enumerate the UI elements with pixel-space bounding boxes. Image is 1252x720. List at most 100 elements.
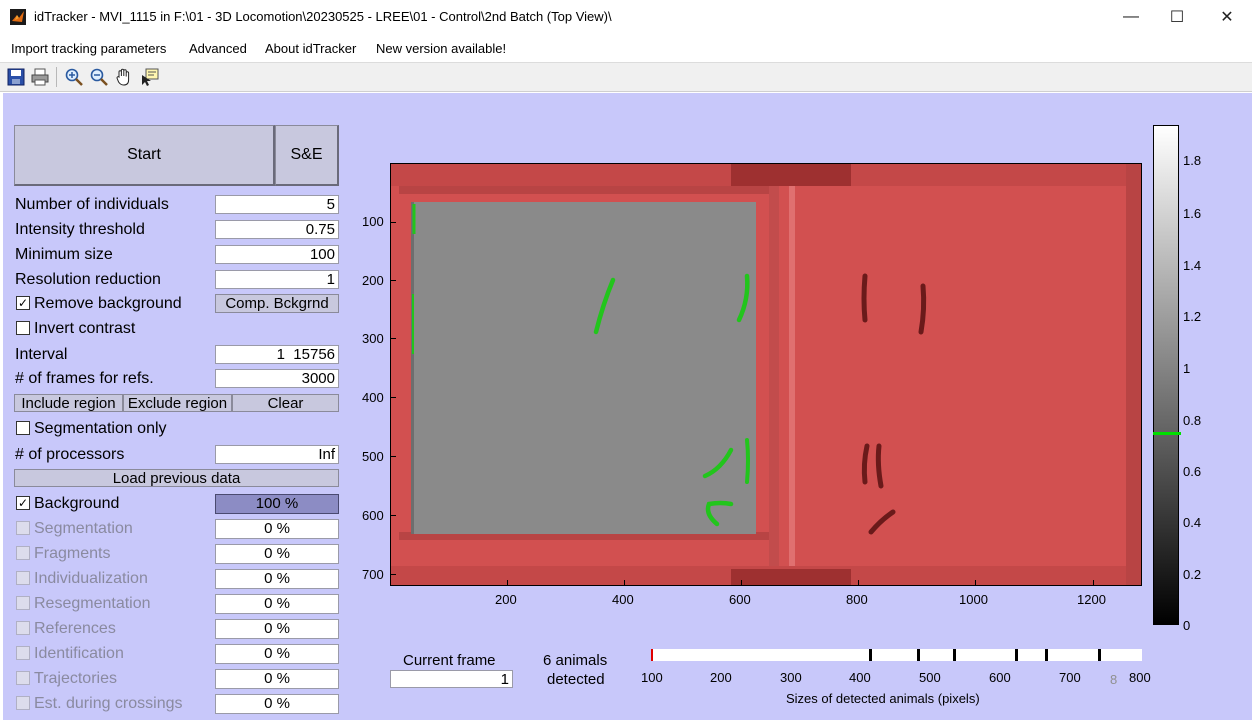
window-title: idTracker - MVI_1115 in F:\01 - 3D Locom…: [34, 9, 612, 24]
video-frame-axes[interactable]: [390, 163, 1142, 586]
histogram-xlabel: Sizes of detected animals (pixels): [786, 691, 980, 706]
x-tick-mark: [624, 580, 625, 585]
x-tick-mark: [858, 580, 859, 585]
colorbar-tick-label: 1.8: [1183, 153, 1202, 168]
number-of-individuals-label: Number of individuals: [15, 196, 169, 213]
x-tick-mark: [1093, 580, 1094, 585]
resolution-reduction-input[interactable]: 1: [215, 270, 339, 289]
resegmentation-progress-label: Resegmentation: [34, 595, 151, 612]
x-tick-label: 600: [729, 592, 751, 607]
background-progress-bar: 100 %: [215, 494, 339, 514]
minimize-button[interactable]: —: [1123, 8, 1139, 25]
menu-advanced[interactable]: Advanced: [189, 41, 247, 56]
menu-import-tracking-parameters[interactable]: Import tracking parameters: [11, 41, 167, 56]
histogram-extra-label: 8: [1110, 672, 1118, 687]
x-tick-mark: [741, 580, 742, 585]
x-tick-label: 1200: [1077, 592, 1106, 607]
colorbar-tick-label: 1.2: [1183, 309, 1202, 324]
individualization-checkbox: [16, 571, 30, 585]
compute-background-button[interactable]: Comp. Bckgrnd: [215, 294, 339, 313]
resegmentation-progress-bar: 0 %: [215, 594, 339, 614]
resegmentation-checkbox: [16, 596, 30, 610]
matlab-icon: [10, 9, 26, 25]
histogram-bar: [953, 649, 956, 661]
print-icon[interactable]: [30, 67, 50, 87]
histogram-bar: [1015, 649, 1018, 661]
colorbar-tick-label: 1.4: [1183, 258, 1202, 273]
minimum-size-label: Minimum size: [15, 246, 113, 263]
title-bar: idTracker - MVI_1115 in F:\01 - 3D Locom…: [0, 0, 1252, 34]
load-previous-data-button[interactable]: Load previous data: [14, 469, 339, 487]
animals-detected-count: 6 animals: [543, 652, 608, 669]
y-tick-mark: [391, 280, 396, 281]
y-tick-mark: [391, 515, 396, 516]
interval-input[interactable]: 1 15756: [215, 345, 339, 364]
references-checkbox: [16, 621, 30, 635]
invert-contrast-label: Invert contrast: [34, 320, 136, 337]
segmentation-checkbox: [16, 521, 30, 535]
identification-checkbox: [16, 646, 30, 660]
y-tick-mark: [391, 338, 396, 339]
histogram-tick-label: 300: [780, 670, 802, 685]
background-checkbox[interactable]: ✓: [16, 496, 30, 510]
y-tick-label: 600: [362, 508, 384, 523]
histogram-tick-label: 400: [849, 670, 871, 685]
colorbar-tick-label: 0.6: [1183, 464, 1202, 479]
segmentation-only-checkbox[interactable]: [16, 421, 30, 435]
processors-input[interactable]: Inf: [215, 445, 339, 464]
size-histogram: [651, 649, 1142, 661]
remove-background-checkbox[interactable]: ✓: [16, 296, 30, 310]
resolution-reduction-label: Resolution reduction: [15, 271, 161, 288]
trajectories-progress-bar: 0 %: [215, 669, 339, 689]
x-tick-mark: [975, 580, 976, 585]
save-icon[interactable]: [6, 67, 26, 87]
fragments-progress-bar: 0 %: [215, 544, 339, 564]
colorbar-tick-label: 0.2: [1183, 567, 1202, 582]
est-during-crossings-checkbox: [16, 696, 30, 710]
trajectories-checkbox: [16, 671, 30, 685]
pan-hand-icon[interactable]: [114, 67, 134, 87]
invert-contrast-checkbox[interactable]: [16, 321, 30, 335]
menu-bar: Import tracking parameters Advanced Abou…: [0, 36, 1252, 62]
animals-detected-label: detected: [547, 671, 605, 688]
histogram-tick-label: 700: [1059, 670, 1081, 685]
individualization-progress-bar: 0 %: [215, 569, 339, 589]
histogram-bar: [917, 649, 920, 661]
close-button[interactable]: ✕: [1220, 9, 1234, 26]
x-tick-label: 1000: [959, 592, 988, 607]
y-tick-label: 400: [362, 390, 384, 405]
menu-new-version[interactable]: New version available!: [376, 41, 507, 56]
references-progress-bar: 0 %: [215, 619, 339, 639]
zoom-in-icon[interactable]: [64, 67, 84, 87]
current-frame-input[interactable]: 1: [390, 670, 513, 688]
number-of-individuals-input[interactable]: 5: [215, 195, 339, 214]
identification-progress-label: Identification: [34, 645, 124, 662]
minimum-size-input[interactable]: 100: [215, 245, 339, 264]
start-button[interactable]: Start: [14, 125, 275, 186]
x-tick-label: 400: [612, 592, 634, 607]
colorbar-tick-label: 0: [1183, 618, 1191, 633]
histogram-tick-label: 800: [1129, 670, 1151, 685]
colorbar-tick-label: 0.8: [1183, 413, 1202, 428]
histogram-tick-label: 200: [710, 670, 732, 685]
maximize-button[interactable]: ☐: [1169, 9, 1185, 26]
include-region-button[interactable]: Include region: [14, 394, 123, 412]
x-tick-label: 800: [846, 592, 868, 607]
y-tick-label: 500: [362, 449, 384, 464]
current-frame-label: Current frame: [403, 652, 496, 669]
start-and-exit-button[interactable]: S&E: [275, 125, 339, 186]
fragments-checkbox: [16, 546, 30, 560]
segmentation-only-label: Segmentation only: [34, 420, 167, 437]
clear-button[interactable]: Clear: [232, 394, 339, 412]
zoom-out-icon[interactable]: [89, 67, 109, 87]
intensity-threshold-input[interactable]: 0.75: [215, 220, 339, 239]
colorbar-tick-label: 1.6: [1183, 206, 1202, 221]
est-during-crossings-progress-label: Est. during crossings: [34, 695, 183, 712]
segmentation-progress-bar: 0 %: [215, 519, 339, 539]
frames-for-refs-input[interactable]: 3000: [215, 369, 339, 388]
data-cursor-icon[interactable]: [140, 67, 160, 87]
menu-about-idtracker[interactable]: About idTracker: [265, 41, 357, 56]
colorbar-tick-label: 1: [1183, 361, 1191, 376]
exclude-region-button[interactable]: Exclude region: [123, 394, 232, 412]
y-tick-mark: [391, 397, 396, 398]
